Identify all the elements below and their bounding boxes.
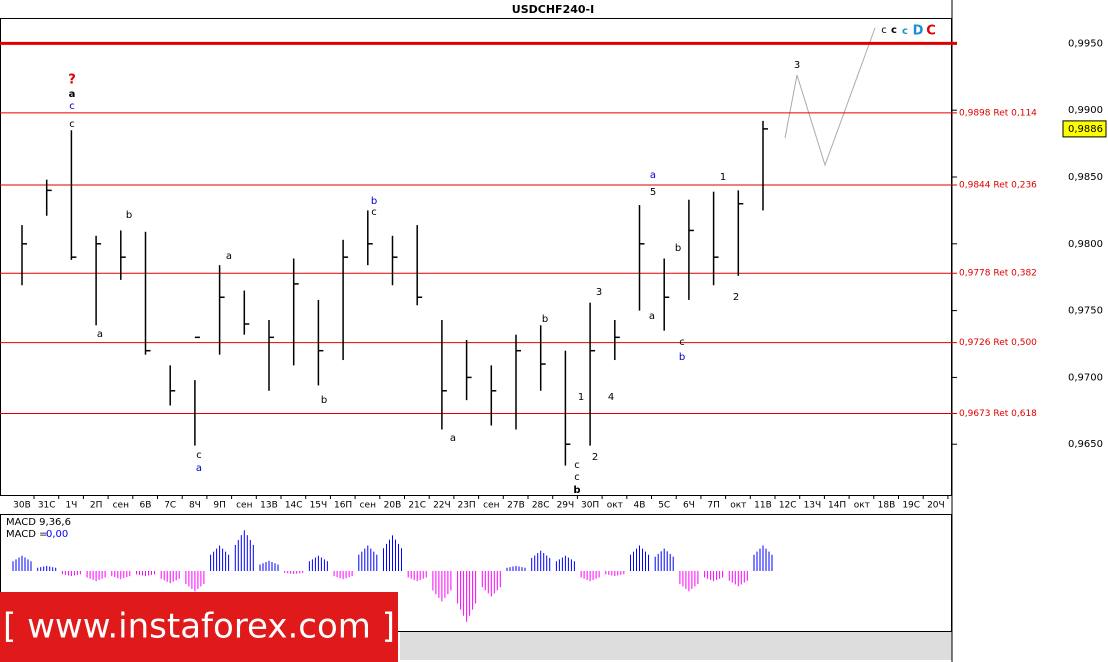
wave-label: c	[902, 26, 908, 37]
x-tick-label: 9П	[213, 501, 226, 511]
x-tick-label: 19С	[902, 501, 920, 511]
banner-box	[0, 592, 398, 662]
wave-label: a	[97, 329, 103, 340]
x-tick-label: 12С	[779, 501, 797, 511]
x-tick-label: 5С	[658, 501, 670, 511]
x-tick-label: 4В	[634, 501, 646, 511]
y-tick-label: 0,9850	[1068, 172, 1103, 183]
x-tick-label: 8Ч	[189, 501, 201, 511]
y-tick-label: 0,9900	[1068, 105, 1103, 116]
wave-label: 2	[592, 452, 598, 463]
y-tick-label: 0,9950	[1068, 38, 1103, 49]
wave-label: ?	[68, 73, 76, 88]
wave-label: b	[321, 395, 327, 406]
wave-label: c	[574, 472, 580, 483]
x-tick-label: окт	[730, 501, 746, 511]
x-tick-label: 31С	[38, 501, 56, 511]
x-tick-label: сен	[360, 501, 376, 511]
x-tick-label: сен	[113, 501, 129, 511]
x-tick-label: 30В	[13, 501, 31, 511]
wave-label: a	[226, 251, 232, 262]
wave-label: 2	[733, 292, 739, 303]
wave-label: D	[913, 24, 924, 39]
wave-label: 5	[650, 187, 656, 198]
chart-title: USDCHF240-I	[512, 3, 594, 16]
wave-label: b	[542, 314, 548, 325]
wave-label: b	[675, 243, 681, 254]
x-tick-label: 15Ч	[310, 501, 328, 511]
wave-label: c	[69, 101, 75, 112]
x-tick-label: 11В	[754, 501, 772, 511]
x-tick-label: окт	[607, 501, 623, 511]
wave-label: 3	[794, 60, 800, 71]
current-price-box	[1062, 120, 1107, 138]
x-tick-label: 22Ч	[433, 501, 451, 511]
x-tick-label: 20Ч	[927, 501, 945, 511]
wave-label: a	[69, 89, 76, 100]
wave-label: a	[450, 433, 456, 444]
plot-layer: 0,9650 0,9700 0,9750 0,9800 0,9850 0,9900 0,99…	[0, 24, 1107, 622]
x-tick-label: 23П	[457, 501, 475, 511]
wave-label: a	[649, 311, 655, 322]
wave-label: a	[650, 170, 656, 181]
level-label: 0,9778 Ret 0,382	[959, 269, 1037, 279]
x-tick-label: 7П	[707, 501, 720, 511]
wave-label: c	[679, 337, 685, 348]
wave-label: b	[573, 485, 580, 496]
level-label: 0,9673 Ret 0,618	[959, 409, 1037, 419]
wave-label: 1	[720, 172, 726, 183]
x-tick-label: 28С	[532, 501, 550, 511]
x-tick-label: 2П	[90, 501, 103, 511]
macd-value: 0,00	[46, 529, 68, 540]
x-tick-label: 14С	[285, 501, 303, 511]
y-tick-label: 0,9800	[1068, 239, 1103, 250]
x-tick-label: 18В	[878, 501, 896, 511]
x-tick-label: 1Ч	[65, 501, 77, 511]
level-label: 0,9726 Ret 0,500	[959, 338, 1037, 348]
x-tick-label: 27В	[507, 501, 525, 511]
x-tick-label: 7С	[164, 501, 176, 511]
y-tick-label: 0,9650	[1068, 439, 1103, 450]
macd-prefix: MACD =	[6, 529, 48, 540]
x-tick-label: 6В	[140, 501, 152, 511]
wave-label: c	[69, 119, 75, 130]
x-tick-label: 13В	[260, 501, 278, 511]
wave-label: 3	[596, 287, 602, 298]
wave-label: 4	[608, 392, 614, 403]
wave-label: C	[926, 24, 936, 39]
forecast-path	[784, 27, 876, 167]
wave-label: 1	[578, 392, 584, 403]
y-tick-label: 0,9750	[1068, 306, 1103, 317]
x-tick-label: окт	[854, 501, 870, 511]
y-tick-label: 0,9700	[1068, 372, 1103, 383]
current-price-label: 0,9886	[1068, 124, 1103, 135]
banner-text[interactable]: [ www.instaforex.com ]	[3, 607, 395, 647]
x-tick-label: сен	[236, 501, 252, 511]
level-label: 0,9844 Ret 0,236	[959, 181, 1037, 191]
wave-label: c	[891, 25, 897, 36]
wave-label: b	[126, 210, 132, 221]
x-tick-label: 16П	[334, 501, 352, 511]
x-tick-label: 30П	[581, 501, 599, 511]
macd-title: MACD 9,36,6	[6, 517, 71, 528]
wave-label: a	[196, 463, 202, 474]
x-tick-label: 13Ч	[804, 501, 822, 511]
wave-label: c	[371, 207, 377, 218]
wave-label: c	[881, 25, 887, 36]
scroll-area	[400, 632, 952, 660]
x-tick-label: 29Ч	[557, 501, 575, 511]
wave-label: b	[679, 352, 685, 363]
wave-label: c	[574, 460, 580, 471]
x-tick-label: 21С	[408, 501, 426, 511]
x-tick-label: 20В	[384, 501, 402, 511]
x-tick-label: 6Ч	[683, 501, 695, 511]
x-tick-label: 14П	[828, 501, 846, 511]
wave-label: c	[196, 450, 202, 461]
x-tick-label: сен	[483, 501, 499, 511]
level-label: 0,9898 Ret 0,114	[959, 108, 1037, 118]
wave-label: b	[371, 196, 377, 207]
